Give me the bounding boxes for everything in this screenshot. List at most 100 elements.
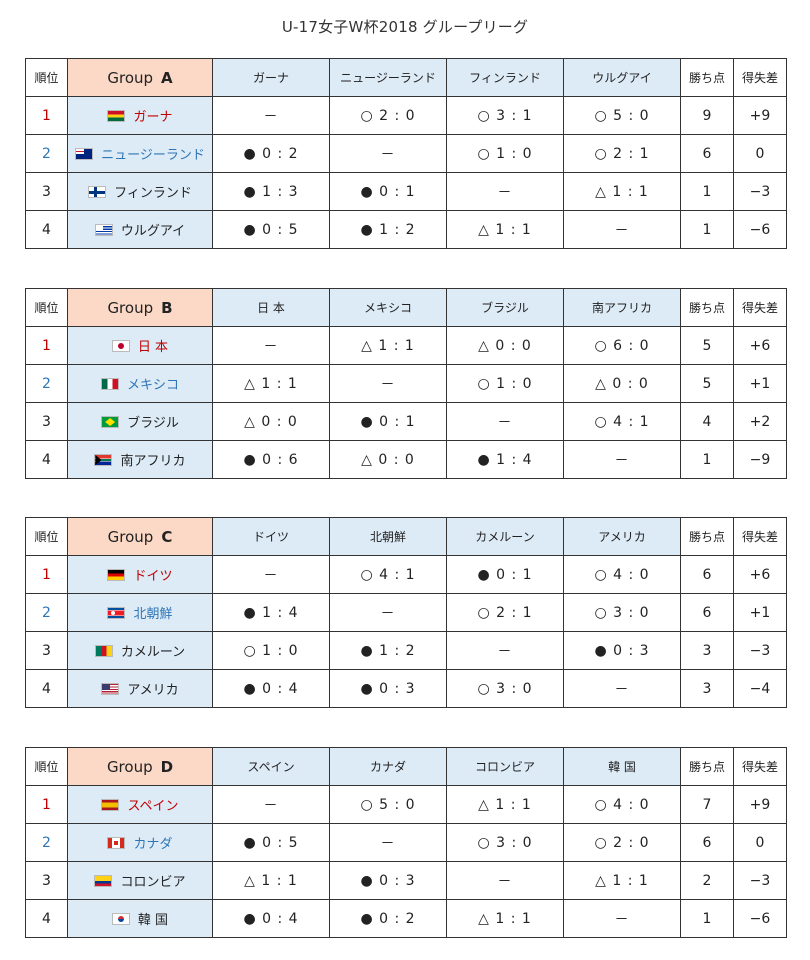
header-row: 順位 Group B 日 本 メキシコ ブラジル 南アフリカ 勝ち点 得失差 — [25, 288, 787, 327]
rank-cell: 2 — [25, 593, 68, 632]
group-letter: B — [161, 298, 173, 317]
result-cell: ○ 4 : 0 — [563, 555, 681, 594]
rank-header: 順位 — [25, 288, 68, 327]
rank-header: 順位 — [25, 58, 68, 97]
team-name: ウルグアイ — [120, 224, 186, 239]
group-word: Group — [107, 68, 154, 87]
opponent-header: カナダ — [329, 747, 447, 786]
result-cell: ○ 2 : 1 — [446, 593, 564, 632]
team-cell: カナダ — [67, 823, 213, 862]
team-cell: ガーナ — [67, 96, 213, 135]
result-cell: － — [446, 402, 564, 441]
group-table-a: 順位 Group A ガーナ ニュージーランド フィンランド ウルグアイ 勝ち点 … — [25, 58, 787, 249]
result-cell: － — [329, 823, 447, 862]
opponent-header: コロンビア — [446, 747, 564, 786]
team-cell: コロンビア — [67, 861, 213, 900]
points-cell: 2 — [680, 861, 734, 900]
rank-cell: 1 — [25, 326, 68, 365]
rank-cell: 4 — [25, 669, 68, 708]
team-cell: スペイン — [67, 785, 213, 824]
new-zealand-flag-icon — [75, 148, 94, 160]
opponent-header: フィンランド — [446, 58, 564, 97]
team-cell: ドイツ — [67, 555, 213, 594]
result-cell: ● 0 : 2 — [329, 899, 447, 938]
mexico-flag-icon — [100, 378, 119, 390]
result-cell: ● 0 : 1 — [329, 172, 447, 211]
points-header: 勝ち点 — [680, 288, 734, 327]
points-cell: 1 — [680, 440, 734, 479]
team-cell: 南アフリカ — [67, 440, 213, 479]
result-cell: △ 1 : 1 — [563, 861, 681, 900]
result-cell: － — [563, 210, 681, 249]
group-letter: A — [161, 68, 173, 87]
germany-flag-icon — [107, 569, 126, 581]
result-cell: △ 1 : 1 — [329, 326, 447, 365]
table-row: 4 ウルグアイ ● 0 : 5 ● 1 : 2 △ 1 : 1 － 1 −6 — [25, 210, 787, 249]
table-row: 3 カメルーン ○ 1 : 0 ● 1 : 2 － ● 0 : 3 3 −3 — [25, 631, 787, 670]
rank-cell: 4 — [25, 899, 68, 938]
points-cell: 7 — [680, 785, 734, 824]
table-row: 1 スペイン － ○ 5 : 0 △ 1 : 1 ○ 4 : 0 7 +9 — [25, 785, 787, 824]
group-letter: C — [161, 527, 173, 546]
group-word: Group — [107, 298, 154, 317]
team-cell: フィンランド — [67, 172, 213, 211]
points-cell: 6 — [680, 823, 734, 862]
result-cell: ● 0 : 5 — [212, 823, 330, 862]
result-cell: － — [446, 631, 564, 670]
goal-diff-cell: +9 — [733, 785, 787, 824]
team-name: スペイン — [127, 799, 179, 814]
result-cell: ○ 4 : 0 — [563, 785, 681, 824]
group-label: Group A — [67, 58, 213, 97]
goal-diff-cell: +2 — [733, 402, 787, 441]
team-cell: ウルグアイ — [67, 210, 213, 249]
goal-diff-cell: +1 — [733, 364, 787, 403]
team-cell: ブラジル — [67, 402, 213, 441]
goal-diff-cell: +6 — [733, 326, 787, 365]
goal-diff-cell: −3 — [733, 172, 787, 211]
result-cell: ● 1 : 3 — [212, 172, 330, 211]
result-cell: － — [446, 861, 564, 900]
team-name: カナダ — [133, 837, 173, 852]
team-cell: ニュージーランド — [67, 134, 213, 173]
result-cell: ● 0 : 4 — [212, 899, 330, 938]
result-cell: ● 0 : 2 — [212, 134, 330, 173]
table-row: 3 フィンランド ● 1 : 3 ● 0 : 1 － △ 1 : 1 1 −3 — [25, 172, 787, 211]
table-row: 2 ニュージーランド ● 0 : 2 － ○ 1 : 0 ○ 2 : 1 6 0 — [25, 134, 787, 173]
header-row: 順位 Group A ガーナ ニュージーランド フィンランド ウルグアイ 勝ち点 … — [25, 58, 787, 97]
points-cell: 9 — [680, 96, 734, 135]
result-cell: △ 1 : 1 — [212, 364, 330, 403]
ghana-flag-icon — [107, 110, 126, 122]
result-cell: ○ 1 : 0 — [212, 631, 330, 670]
result-cell: ● 0 : 3 — [329, 669, 447, 708]
result-cell: － — [329, 364, 447, 403]
result-cell: ● 1 : 4 — [446, 440, 564, 479]
team-name: メキシコ — [126, 378, 179, 393]
result-cell: ● 0 : 3 — [563, 631, 681, 670]
result-cell: ○ 3 : 1 — [446, 96, 564, 135]
rank-cell: 4 — [25, 440, 68, 479]
rank-cell: 2 — [25, 134, 68, 173]
goal-diff-cell: +9 — [733, 96, 787, 135]
table-row: 1 ガーナ － ○ 2 : 0 ○ 3 : 1 ○ 5 : 0 9 +9 — [25, 96, 787, 135]
points-cell: 1 — [680, 210, 734, 249]
team-cell: カメルーン — [67, 631, 213, 670]
result-cell: － — [212, 785, 330, 824]
points-cell: 3 — [680, 669, 734, 708]
group-label: Group D — [67, 747, 213, 786]
points-cell: 1 — [680, 899, 734, 938]
result-cell: ● 0 : 3 — [329, 861, 447, 900]
result-cell: ○ 1 : 0 — [446, 134, 564, 173]
result-cell: △ 1 : 1 — [446, 899, 564, 938]
goal-diff-cell: −4 — [733, 669, 787, 708]
goal-diff-cell: −6 — [733, 899, 787, 938]
points-cell: 3 — [680, 631, 734, 670]
group-table-c: 順位 Group C ドイツ 北朝鮮 カメルーン アメリカ 勝ち点 得失差 1 ド… — [25, 517, 787, 708]
points-cell: 1 — [680, 172, 734, 211]
team-name: ガーナ — [133, 110, 173, 125]
result-cell: － — [446, 172, 564, 211]
opponent-header: スペイン — [212, 747, 330, 786]
opponent-header: ガーナ — [212, 58, 330, 97]
team-name: ブラジル — [127, 416, 179, 431]
result-cell: ● 1 : 2 — [329, 210, 447, 249]
result-cell: ● 0 : 4 — [212, 669, 330, 708]
